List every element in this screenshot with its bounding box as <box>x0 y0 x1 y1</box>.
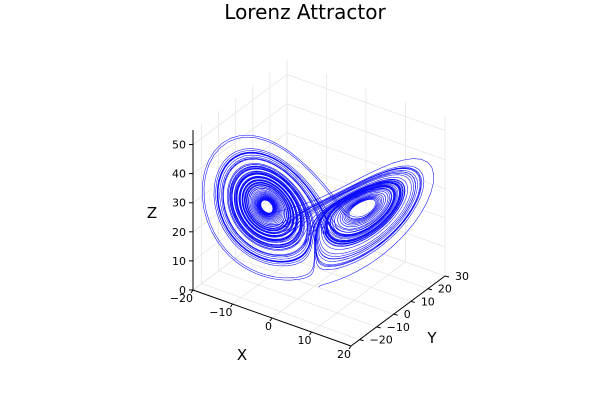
z-tick-label: 10 <box>172 255 186 268</box>
z-tick-label: 30 <box>172 197 186 210</box>
x-tick-label: −20 <box>170 292 193 305</box>
x-axis-label: X <box>237 346 247 364</box>
grid-line <box>235 257 394 315</box>
grid-line <box>271 247 367 319</box>
y-tick-mark <box>410 300 415 303</box>
grid-line <box>218 270 377 328</box>
grid-line <box>252 245 411 302</box>
y-tick-label: −10 <box>387 321 410 334</box>
y-tick-mark <box>444 275 450 278</box>
grid-line <box>286 132 446 190</box>
x-tick-mark <box>348 345 352 350</box>
grid-line <box>286 190 446 248</box>
y-tick-label: 10 <box>421 295 435 308</box>
grid-line <box>311 261 406 333</box>
y-tick-mark <box>393 313 398 316</box>
y-axis-line <box>350 275 446 347</box>
trajectory-series <box>202 134 434 288</box>
x-tick-label: 0 <box>265 320 272 333</box>
grid-line <box>192 103 288 174</box>
y-tick-mark <box>427 288 433 291</box>
y-tick-mark <box>376 326 381 329</box>
y-tick-label: 20 <box>438 283 452 296</box>
grid-line <box>192 74 288 145</box>
z-tick-label: 20 <box>172 226 186 239</box>
z-tick-label: 40 <box>172 168 186 181</box>
x-tick-mark <box>309 331 312 336</box>
trajectory-line <box>202 134 434 288</box>
x-tick-mark <box>269 317 273 322</box>
grid-line <box>201 283 360 341</box>
chart-title: Lorenz Attractor <box>224 0 386 24</box>
x-tick-label: 20 <box>337 348 351 361</box>
grid-line <box>286 74 446 131</box>
y-tick-label: −20 <box>370 334 393 347</box>
z-tick-label: 0 <box>179 284 186 297</box>
y-tick-mark <box>359 339 364 342</box>
y-tick-label: 0 <box>404 308 411 321</box>
z-axis-label: Z <box>147 204 157 222</box>
z-tick-label: 50 <box>172 139 186 152</box>
x-tick-mark <box>230 303 233 308</box>
x-tick-label: 10 <box>298 334 312 347</box>
grid-line <box>192 219 288 291</box>
y-axis-label: Y <box>426 329 437 347</box>
x-tick-label: −10 <box>209 306 232 319</box>
y-tick-label: 30 <box>455 270 469 283</box>
grid-line <box>286 103 446 161</box>
grid-line <box>232 233 327 305</box>
